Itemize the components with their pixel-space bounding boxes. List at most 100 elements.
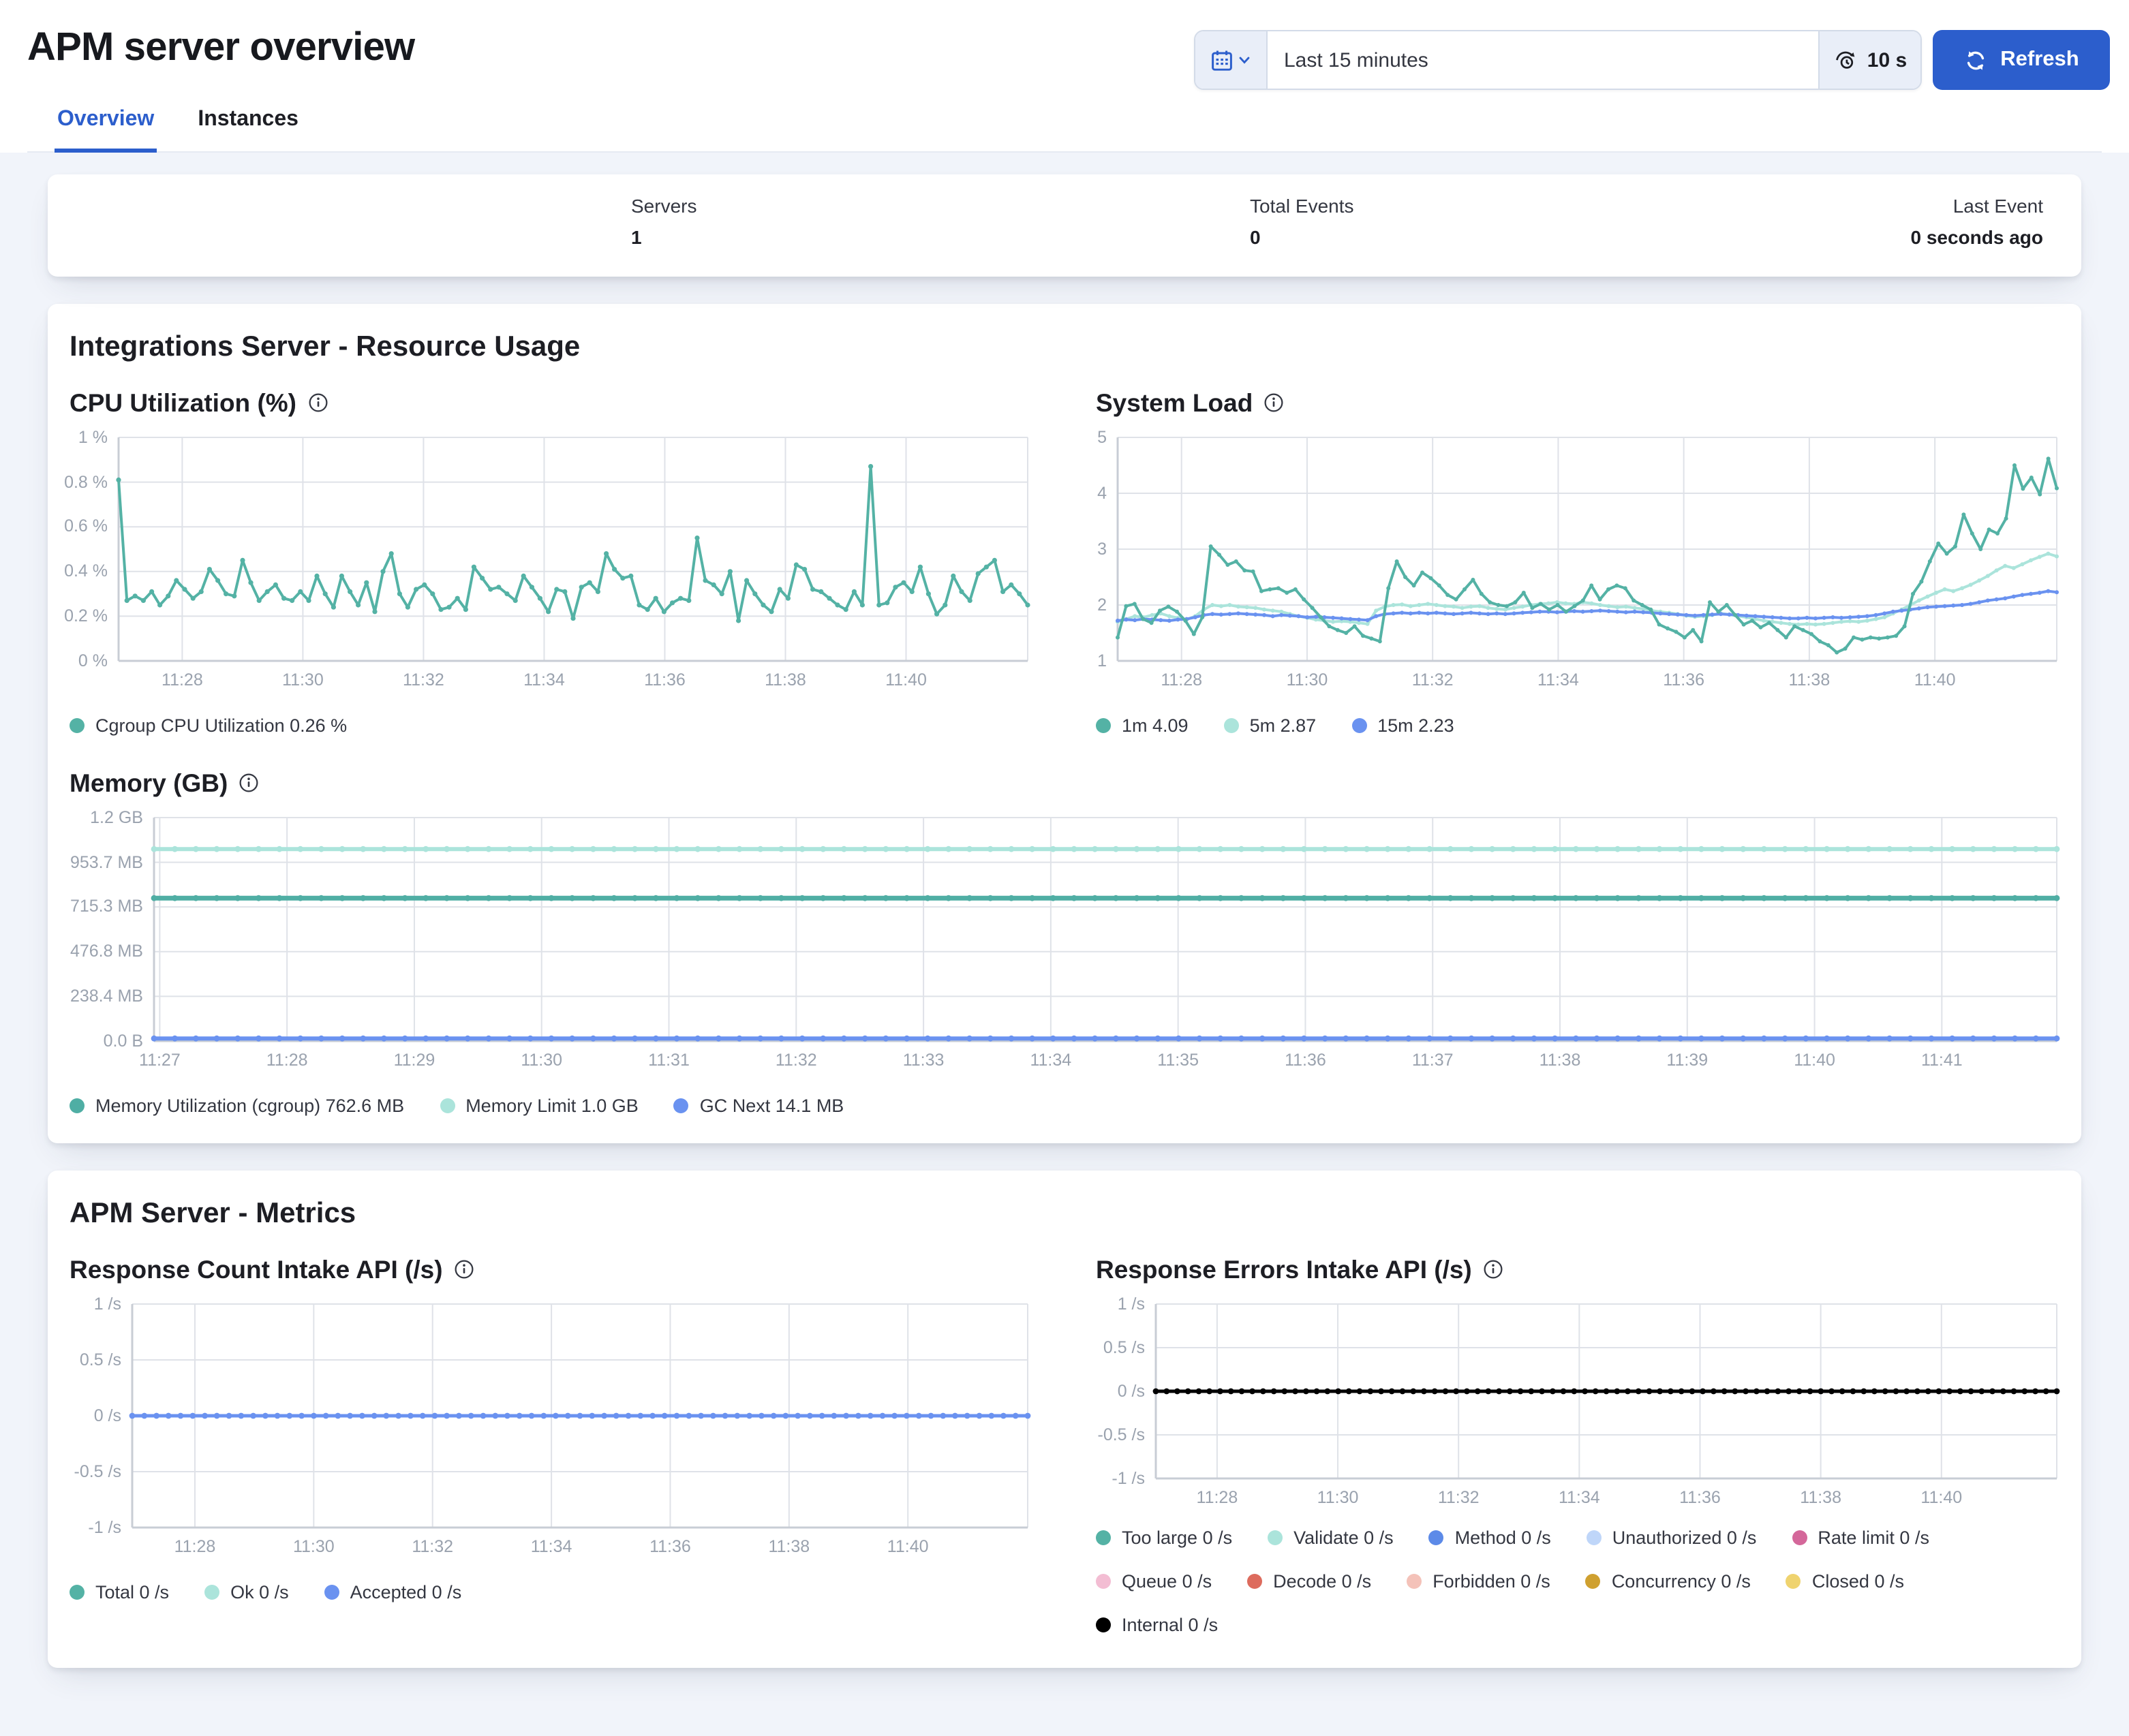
chevron-down-icon [1238, 53, 1251, 67]
calendar-icon [1210, 48, 1234, 72]
x-axis-label: 11:30 [292, 1536, 335, 1556]
x-axis-label: 11:32 [1437, 1487, 1480, 1507]
x-axis-label: 11:27 [139, 1050, 181, 1070]
chart-plot-area[interactable]: 1 2 3 4 5 11:28 11:30 11:32 11:34 11:36 11:38 11:40 [1097, 428, 2059, 689]
chart-plot-area[interactable]: 0.0 B 238.4 MB 476.8 MB 715.3 MB 953.7 MB 1.2… [70, 808, 2060, 1070]
legend-label: 5m 2.87 [1249, 715, 1317, 736]
section-title-metrics: APM Server - Metrics [70, 1197, 356, 1229]
legend-item[interactable]: Too large 0 /s [1096, 1528, 1232, 1548]
y-axis-label: 0 % [78, 651, 108, 670]
x-axis-label: 11:36 [1285, 1050, 1326, 1070]
legend-dot-icon [1428, 1530, 1444, 1545]
legend-label: Decode 0 /s [1273, 1570, 1372, 1592]
legend-label: Forbidden 0 /s [1433, 1570, 1550, 1592]
legend-label: 15m 2.23 [1377, 715, 1454, 736]
x-axis-label: 11:38 [1788, 670, 1831, 689]
y-axis-label: -0.5 /s [74, 1461, 122, 1481]
legend-dot-icon [1096, 717, 1111, 733]
chart-legend: 1m 4.09 5m 2.87 15m 2.23 [1096, 715, 2059, 744]
legend-dot-icon [673, 1098, 689, 1113]
page-title: APM server overview [27, 26, 415, 69]
y-axis-label: 0.2 % [64, 606, 108, 625]
legend-dot-icon [1351, 717, 1367, 733]
legend-item[interactable]: Validate 0 /s [1268, 1528, 1394, 1548]
y-axis-label: -1 /s [1112, 1468, 1145, 1488]
stat-label: Total Events [1250, 194, 1354, 217]
clock-refresh-icon [1833, 48, 1858, 72]
stat-value: 0 seconds ago [1910, 226, 2043, 248]
x-axis-label: 11:38 [1800, 1487, 1841, 1507]
legend-item[interactable]: Memory Utilization (cgroup) 762.6 MB [70, 1096, 404, 1116]
legend-dot-icon [1223, 717, 1239, 733]
legend-dot-icon [1792, 1530, 1807, 1545]
chart-plot-area[interactable]: -1 /s -0.5 /s 0 /s 0.5 /s 1 /s 11:28 11:30 11:3… [74, 1295, 1031, 1556]
legend-item[interactable]: 1m 4.09 [1096, 715, 1189, 736]
legend-item[interactable]: Total 0 /s [70, 1582, 169, 1602]
legend-item[interactable]: Unauthorized 0 /s [1586, 1528, 1756, 1548]
y-axis-label: 1 /s [1117, 1294, 1145, 1314]
x-axis-label: 11:36 [1679, 1487, 1721, 1507]
x-axis-label: 11:34 [1558, 1487, 1600, 1507]
info-icon[interactable] [1483, 1260, 1503, 1280]
legend-item[interactable]: Queue 0 /s [1096, 1571, 1212, 1592]
x-axis-label: 11:31 [648, 1050, 690, 1070]
page-header: APM server overview 10 s [0, 0, 2129, 153]
legend-item[interactable]: Forbidden 0 /s [1407, 1571, 1550, 1592]
legend-label: Total 0 /s [95, 1581, 170, 1602]
legend-item[interactable]: Internal 0 /s [1096, 1615, 1218, 1635]
chart-title-load: System Load [1096, 388, 1253, 417]
legend-dot-icon [1786, 1573, 1801, 1589]
info-icon[interactable] [454, 1260, 474, 1280]
resource-usage-panel: Integrations Server - Resource Usage CPU… [48, 303, 2081, 1143]
x-axis-label: 11:38 [765, 670, 806, 689]
legend-item[interactable]: Closed 0 /s [1786, 1571, 1904, 1592]
legend-label: 1m 4.09 [1122, 715, 1189, 736]
legend-item[interactable]: Rate limit 0 /s [1792, 1528, 1929, 1548]
time-controls: 10 s Refresh [1194, 30, 2110, 90]
stat-label: Last Event [1952, 194, 2043, 217]
legend-label: Concurrency 0 /s [1611, 1570, 1751, 1592]
x-axis-label: 11:38 [768, 1536, 810, 1556]
stat-total-events: Total Events 0 [1250, 195, 1354, 248]
legend-item[interactable]: Cgroup CPU Utilization 0.26 % [70, 715, 347, 736]
refresh-interval-button[interactable]: 10 s [1818, 31, 1920, 89]
cpu-utilization-chart: CPU Utilization (%) 0 % 0.2 % 0.4 % 0.6 % 0.… [64, 369, 1033, 749]
y-axis-label: 238.4 MB [70, 986, 143, 1006]
legend-item[interactable]: 15m 2.23 [1351, 715, 1454, 736]
info-icon[interactable] [239, 773, 259, 794]
x-axis-label: 11:39 [1666, 1050, 1709, 1070]
summary-stats-panel: Servers 1 Total Events 0 Last Event 0 se… [48, 174, 2081, 277]
time-range-input[interactable] [1268, 31, 1818, 89]
info-icon[interactable] [307, 393, 328, 414]
legend-item[interactable]: Memory Limit 1.0 GB [440, 1096, 639, 1116]
legend-item[interactable]: Method 0 /s [1428, 1528, 1551, 1548]
chart-title-resp-errors: Response Errors Intake API (/s) [1096, 1254, 1472, 1284]
stat-servers: Servers 1 [631, 195, 696, 248]
legend-item[interactable]: Concurrency 0 /s [1585, 1570, 1751, 1592]
x-axis-label: 11:37 [1411, 1050, 1454, 1070]
legend-label: Cgroup CPU Utilization 0.26 % [95, 715, 348, 736]
chart-plot-area[interactable]: 0 % 0.2 % 0.4 % 0.6 % 0.8 % 1 % 11:28 11:30 11:3… [64, 428, 1030, 689]
info-icon[interactable] [1263, 393, 1284, 414]
legend-item[interactable]: Ok 0 /s [204, 1582, 289, 1602]
y-axis-label: 0.8 % [64, 472, 108, 492]
chart-title-cpu: CPU Utilization (%) [70, 388, 296, 417]
page-content: Servers 1 Total Events 0 Last Event 0 se… [0, 152, 2129, 1736]
refresh-button[interactable]: Refresh [1933, 30, 2110, 90]
tab-overview[interactable]: Overview [55, 108, 157, 153]
legend-dot-icon [70, 717, 85, 733]
legend-item[interactable]: Decode 0 /s [1247, 1571, 1371, 1592]
legend-label: Validate 0 /s [1293, 1527, 1394, 1548]
legend-dot-icon [1585, 1573, 1601, 1589]
x-axis-label: 11:30 [1286, 670, 1328, 689]
legend-item[interactable]: Accepted 0 /s [324, 1582, 461, 1602]
x-axis-label: 11:34 [1030, 1050, 1072, 1070]
tab-instances[interactable]: Instances [198, 107, 298, 131]
quick-select-button[interactable] [1195, 31, 1268, 89]
legend-item[interactable]: GC Next 14.1 MB [673, 1096, 844, 1116]
response-count-chart: Response Count Intake API (/s) -1 /s -0.5… [70, 1236, 1033, 1649]
chart-plot-area[interactable]: -1 /s -0.5 /s 0 /s 0.5 /s 1 /s 11:28 11:30 11:3… [1098, 1295, 2060, 1507]
legend-item[interactable]: 5m 2.87 [1223, 715, 1317, 736]
y-axis-label: 0.5 /s [79, 1350, 121, 1369]
y-axis-label: 476.8 MB [70, 942, 143, 961]
